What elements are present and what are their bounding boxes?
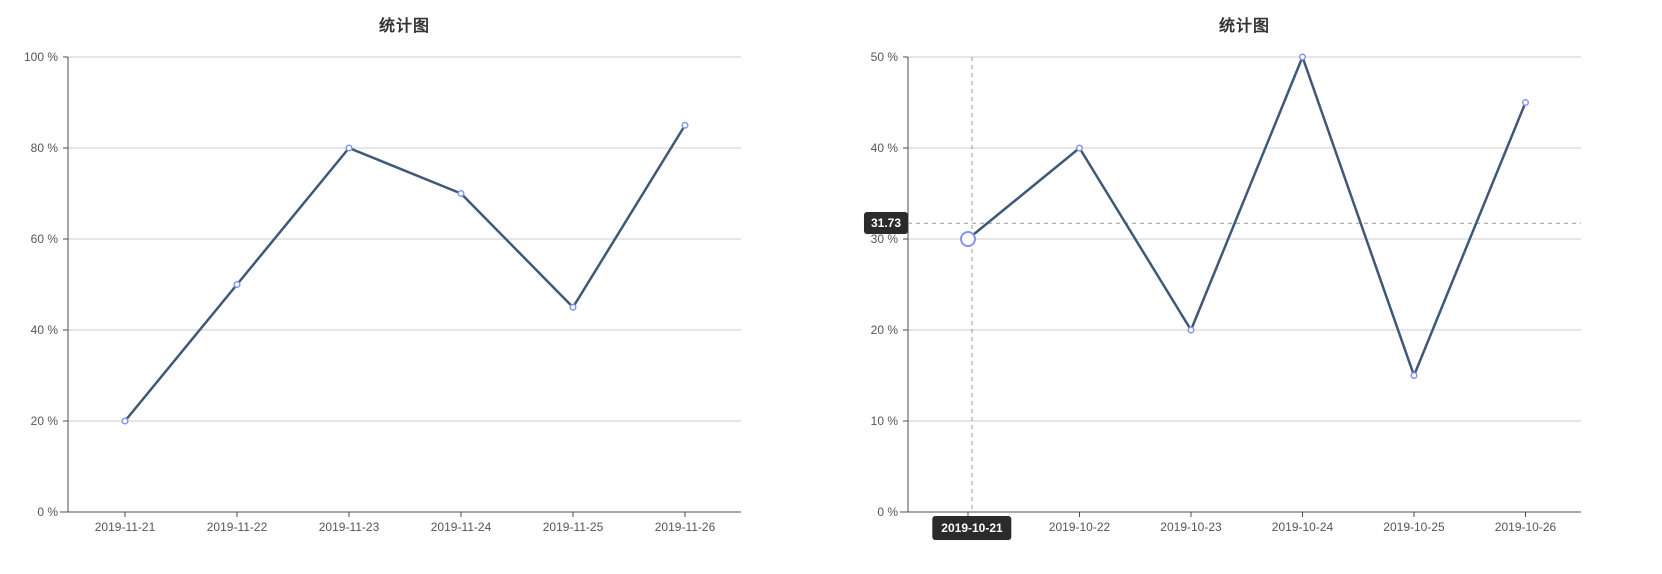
x-axis-label: 2019-11-25 [543, 520, 604, 534]
x-axis-label: 2019-10-26 [1495, 520, 1557, 534]
y-axis-label: 0 % [37, 505, 58, 519]
y-axis-label: 50 % [871, 50, 899, 64]
x-axis-label: 2019-10-24 [1272, 520, 1334, 534]
y-axis-label: 40 % [31, 323, 59, 337]
data-point-marker[interactable] [1187, 326, 1195, 334]
data-point-marker[interactable] [681, 121, 689, 129]
x-axis-label: 2019-11-22 [207, 520, 268, 534]
data-point-marker[interactable] [345, 144, 353, 152]
x-axis-label: 2019-11-24 [431, 520, 492, 534]
y-axis-label: 0 % [877, 505, 898, 519]
x-axis-label: 2019-11-26 [655, 520, 716, 534]
line-chart-plot-november[interactable]: 0 % 20 % 40 % 60 % 80 % 100 % 2019-11-21 2019-1… [0, 0, 791, 574]
y-axis-label: 80 % [31, 141, 59, 155]
chart-title: 统计图 [1218, 18, 1270, 35]
x-axis-label: 2019-10-25 [1383, 520, 1445, 534]
x-axis-label: 2019-11-23 [319, 520, 380, 534]
data-line [123, 124, 687, 423]
x-axis-label: 2019-11-21 [95, 520, 156, 534]
y-axis-label: 100 % [24, 50, 58, 64]
data-point-marker[interactable] [1410, 371, 1418, 380]
y-axis-label: 10 % [871, 414, 899, 428]
x-axis-label: 2019-10-23 [1160, 520, 1222, 534]
y-axis-label: 30 % [871, 232, 899, 246]
x-axis-label: 2019-10-22 [1049, 520, 1111, 534]
chart-november: 统计图 0 % 20 % 40 % 60 % 80 % 100 % 2019-11-21 20… [0, 0, 791, 574]
crosshair-date-tooltip: 2019-10-21 [932, 516, 1012, 540]
y-axis-label: 20 % [871, 323, 899, 337]
chart-title: 统计图 [378, 18, 430, 35]
data-point-marker[interactable] [569, 303, 577, 311]
data-point-marker[interactable] [121, 417, 129, 425]
y-axis-label: 60 % [31, 232, 59, 246]
data-point-marker[interactable] [1075, 144, 1084, 152]
data-point-marker[interactable] [1298, 53, 1307, 61]
y-axis-label: 20 % [31, 414, 59, 428]
hovered-point-marker[interactable] [960, 231, 976, 247]
chart-october: 统计图 0 % 10 % 20 % 30 % 40 % 50 % 2019-10-21 201… [791, 0, 1662, 574]
data-point-marker[interactable] [233, 280, 241, 289]
data-point-marker[interactable] [457, 189, 465, 198]
line-chart-plot-october[interactable]: 0 % 10 % 20 % 30 % 40 % 50 % 2019-10-21 2019-10… [791, 0, 1662, 574]
y-axis-label: 40 % [871, 141, 899, 155]
crosshair-value-tooltip: 31.73 [863, 212, 908, 235]
data-point-marker[interactable] [1521, 98, 1530, 107]
data-line [966, 55, 1527, 377]
